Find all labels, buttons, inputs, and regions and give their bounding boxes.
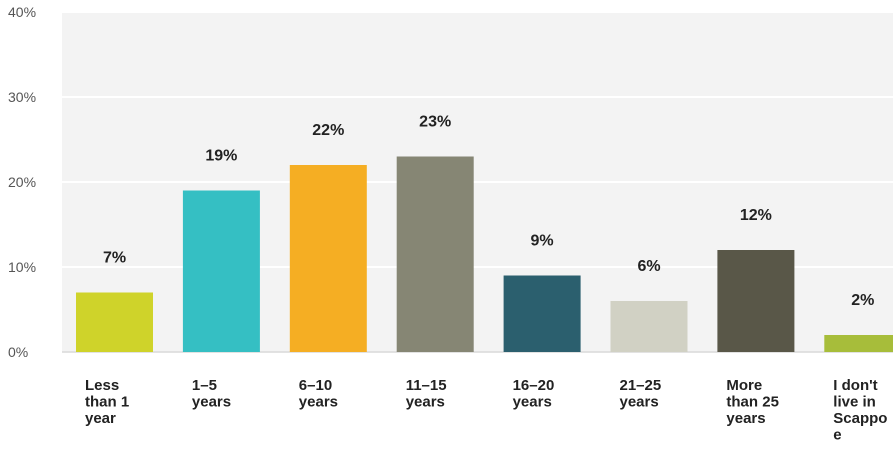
bars: [76, 156, 893, 352]
data-labels: 7% 19% 22% 23% 9% 6% 12% 2%: [103, 114, 874, 310]
y-tick-label: 20%: [8, 174, 36, 190]
bar: [289, 165, 367, 352]
data-label: 22%: [312, 122, 344, 139]
bar: [503, 275, 581, 352]
data-label: 2%: [851, 292, 874, 309]
x-category-label: Less than 1 year: [85, 377, 129, 427]
bar: [396, 156, 474, 352]
data-label: 23%: [419, 114, 451, 131]
data-label: 7%: [103, 250, 126, 267]
x-axis-category-labels: Less than 1 year 1–5 years 6–10 years 11–15 year…: [85, 377, 887, 444]
x-category-label: 21–25 years: [620, 377, 662, 411]
data-label: 6%: [637, 258, 660, 275]
y-tick-label: 40%: [8, 4, 36, 20]
data-label: 19%: [205, 148, 237, 165]
x-category-label: 6–10 years: [299, 377, 338, 411]
y-axis-tick-labels: 0% 10% 20% 30% 40%: [8, 4, 36, 360]
x-category-label: 1–5 years: [192, 377, 231, 411]
x-category-label: 11–15 years: [406, 377, 447, 411]
data-label: 12%: [740, 207, 772, 224]
bar: [182, 190, 260, 352]
data-label: 9%: [531, 233, 554, 250]
y-tick-label: 30%: [8, 89, 36, 105]
x-category-label: I don't live in Scappo e: [833, 377, 887, 444]
x-category-label: More than 25 years: [726, 377, 779, 427]
x-category-label: 16–20 years: [513, 377, 555, 411]
bar: [76, 292, 153, 352]
y-tick-label: 10%: [8, 259, 36, 275]
bar: [824, 335, 893, 352]
bar: [717, 250, 795, 352]
bar: [610, 301, 688, 352]
y-tick-label: 0%: [8, 344, 28, 360]
